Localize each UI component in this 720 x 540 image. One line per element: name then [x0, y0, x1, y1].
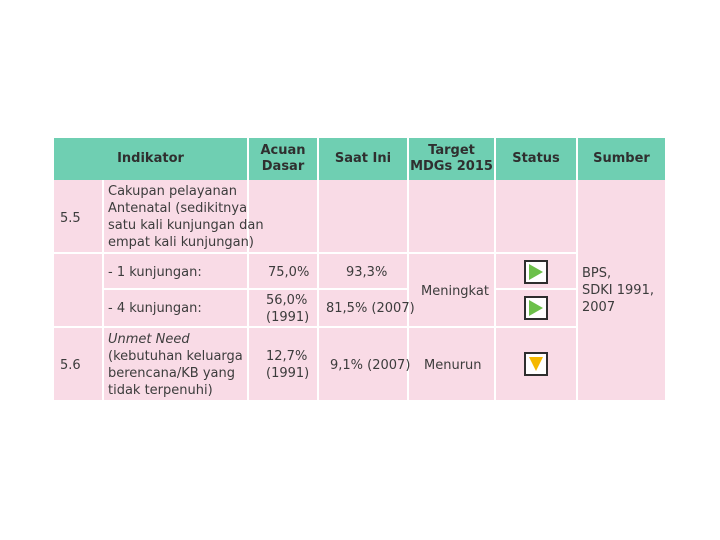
acuan-value: 56,0% (1991): [266, 293, 310, 325]
orange-down-triangle-icon: [529, 357, 543, 371]
grid-line: [54, 252, 576, 254]
status-indicator: [524, 296, 548, 320]
indicator-label: Cakupan pelayanan Antenatal (sedikitnya …: [108, 184, 264, 250]
sumber-value: BPS, SDKI 1991, 2007: [582, 266, 654, 315]
green-right-triangle-icon: [529, 300, 543, 316]
table-header: [54, 138, 665, 180]
green-right-triangle-icon: [529, 264, 543, 280]
grid-line: [407, 138, 409, 400]
grid-line: [317, 138, 319, 400]
status-indicator: [524, 352, 548, 376]
acuan-value: 12,7% (1991): [266, 349, 310, 381]
saat-ini-value: 9,1% (2007): [330, 358, 411, 373]
header-status: Status: [512, 151, 560, 166]
header-acuan-dasar: Acuan Dasar: [260, 143, 306, 174]
grid-line: [247, 138, 249, 400]
saat-ini-value: 81,5% (2007): [326, 301, 415, 316]
target-value: Menurun: [424, 358, 482, 373]
saat-ini-value: 93,3%: [346, 265, 388, 280]
mdg-indicator-table: Indikator Acuan Dasar Saat Ini Target MDGs…: [54, 138, 665, 400]
grid-line: [54, 326, 576, 328]
grid-line: [496, 288, 576, 290]
grid-line: [576, 138, 578, 400]
row-number: 5.6: [60, 358, 81, 373]
indicator-label: Unmet Need (kebutuhan keluarga berencana…: [108, 332, 243, 398]
header-indikator: Indikator: [117, 151, 184, 166]
target-value: Meningkat: [421, 284, 489, 299]
acuan-value: 75,0%: [268, 265, 310, 280]
header-sumber: Sumber: [593, 151, 650, 166]
grid-line: [102, 180, 104, 400]
indicator-label: - 4 kunjungan:: [108, 301, 202, 316]
header-saat-ini: Saat Ini: [334, 151, 392, 166]
header-target: Target MDGs 2015: [410, 143, 493, 174]
grid-line: [102, 288, 407, 290]
status-indicator: [524, 260, 548, 284]
row-number: 5.5: [60, 211, 81, 226]
indicator-label: - 1 kunjungan:: [108, 265, 202, 280]
grid-line: [494, 138, 496, 400]
